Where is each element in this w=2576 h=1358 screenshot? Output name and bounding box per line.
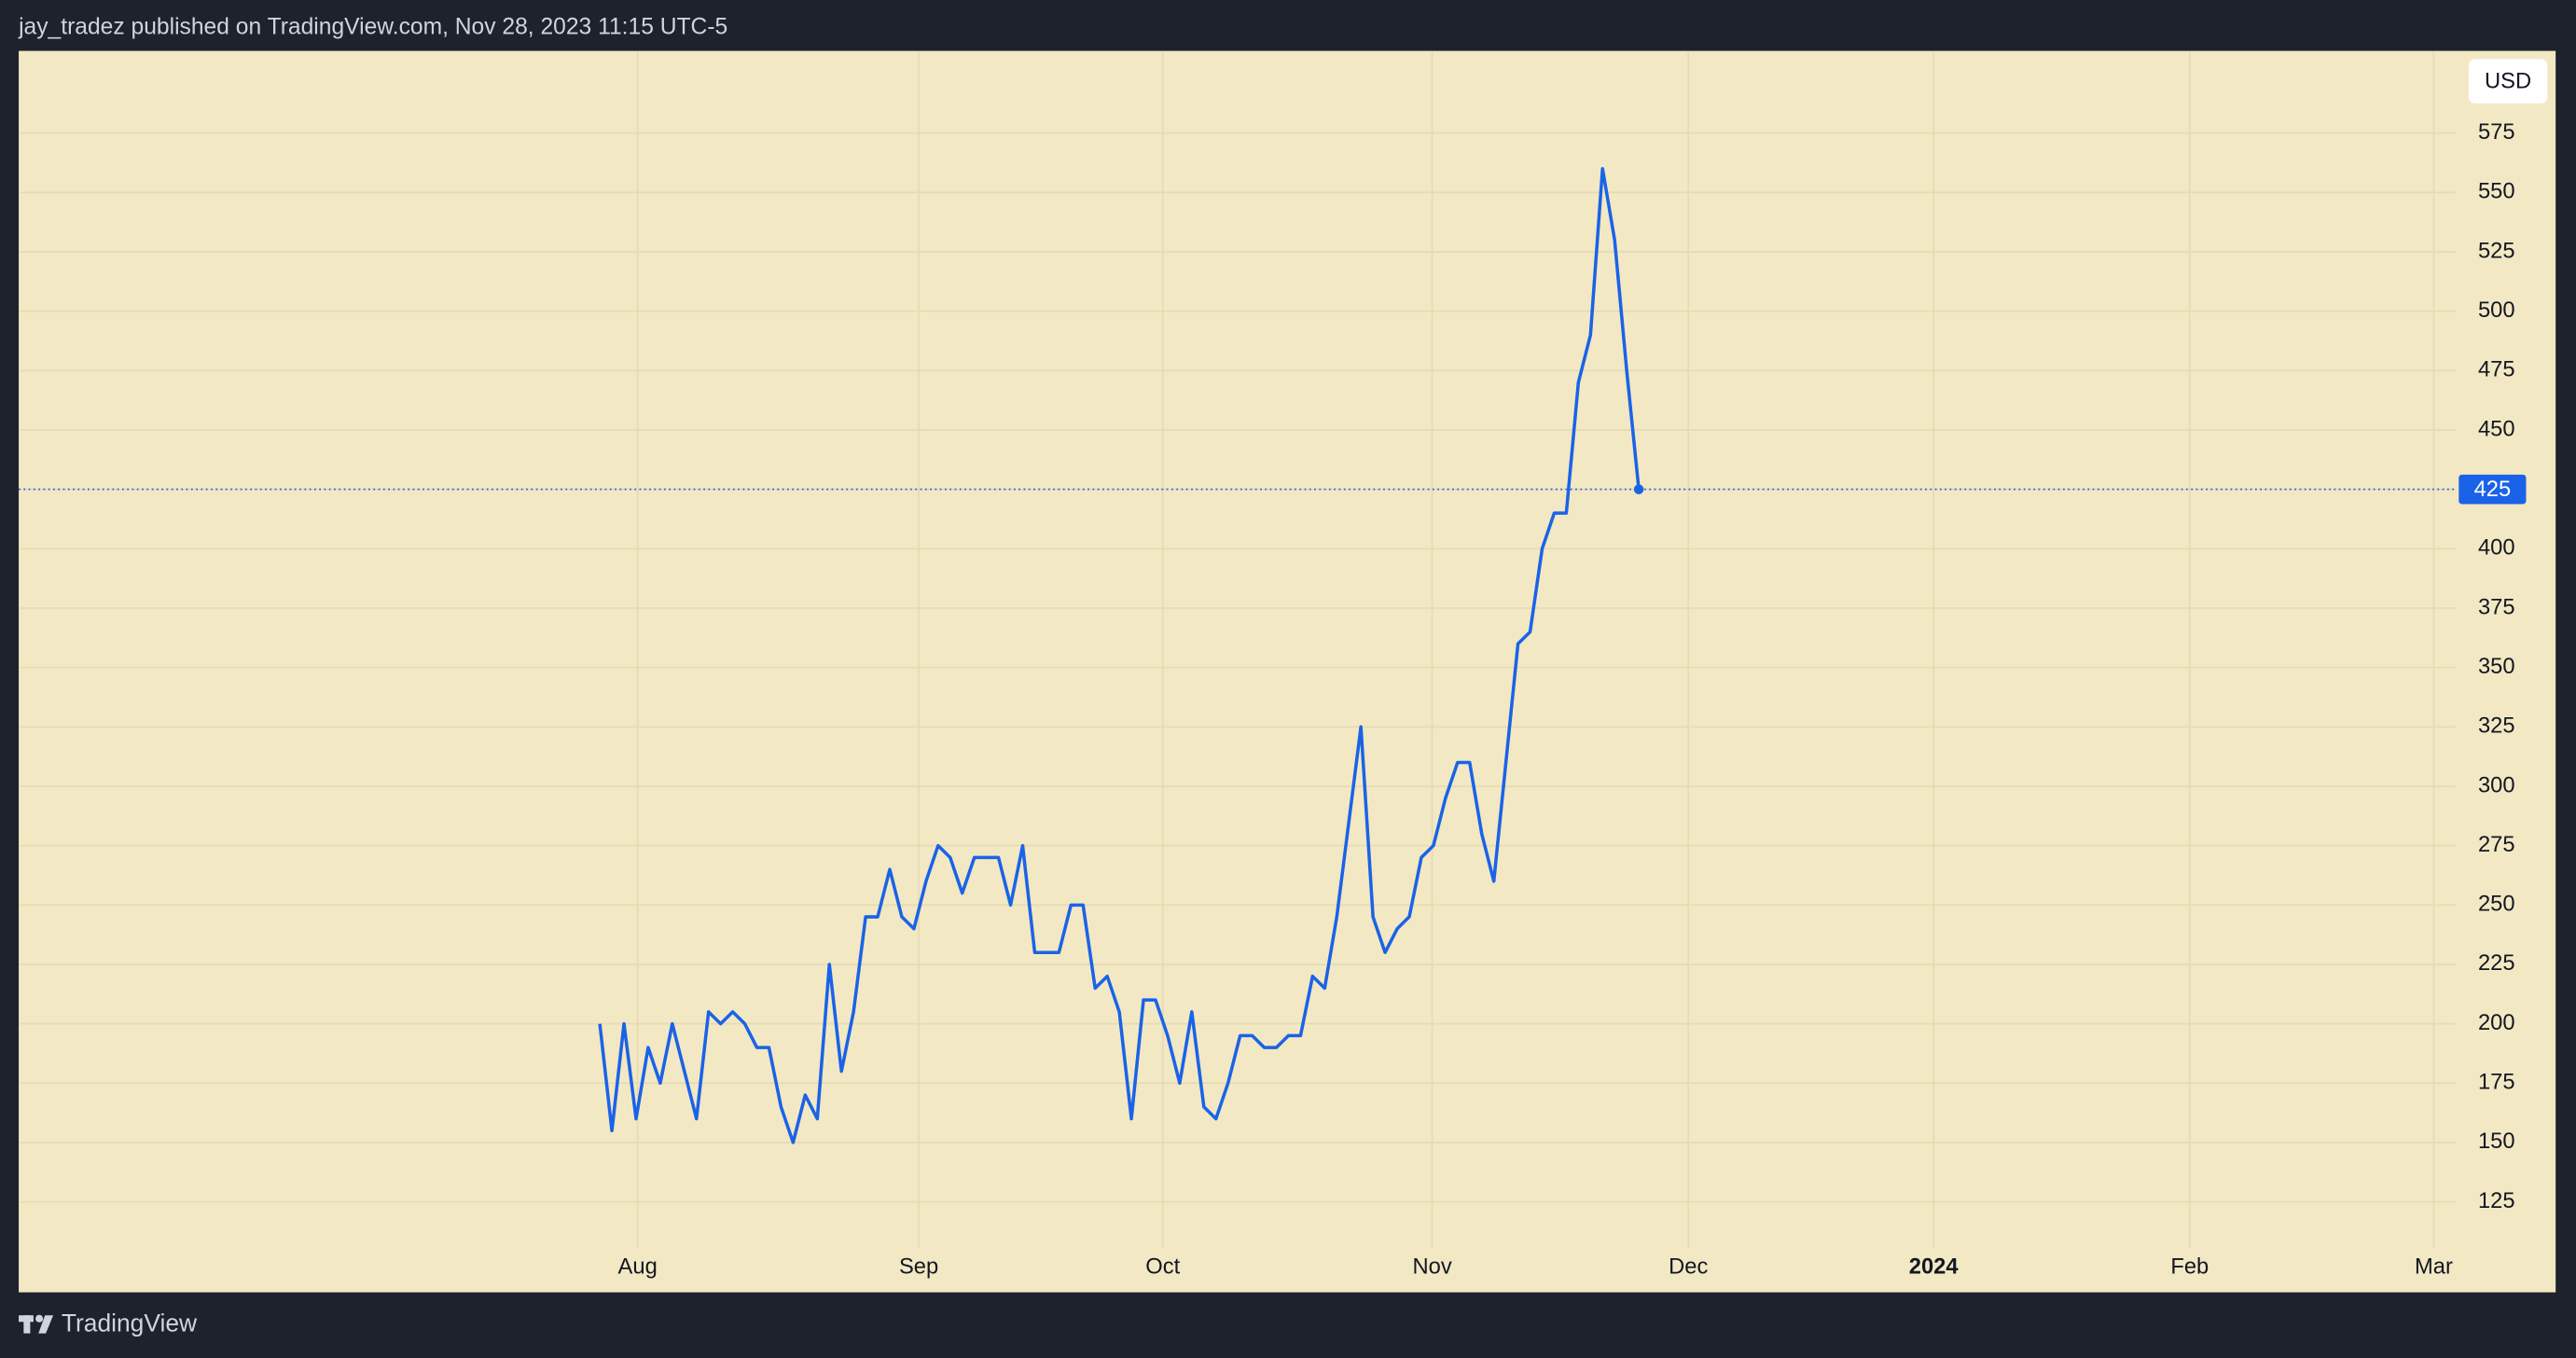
- y-tick-label: 550: [2478, 179, 2515, 204]
- y-tick-label: 150: [2478, 1129, 2515, 1154]
- y-tick-label: 400: [2478, 535, 2515, 561]
- chart: 125 150 175 200 225 250 275 300 325 350 375 400 425 4…: [19, 50, 2548, 1279]
- y-tick-label: 475: [2478, 357, 2515, 382]
- currency-label: USD: [2485, 68, 2531, 93]
- brand-logo: [19, 1314, 54, 1334]
- y-tick-label: 525: [2478, 238, 2515, 263]
- y-tick-label: 275: [2478, 832, 2515, 857]
- x-tick-label: Oct: [1145, 1254, 1180, 1279]
- x-tick-label: Nov: [1412, 1254, 1451, 1279]
- y-tick-label: 225: [2478, 950, 2515, 976]
- brand-name: TradingView: [62, 1310, 198, 1337]
- y-tick-label: 575: [2478, 119, 2515, 145]
- chart-background: [19, 50, 2556, 1293]
- price-line: [598, 167, 1641, 1144]
- y-tick-label: 125: [2478, 1188, 2515, 1213]
- x-tick-label: 2024: [1909, 1254, 1960, 1279]
- x-tick-label: Sep: [899, 1254, 938, 1279]
- y-tick-label: 325: [2478, 714, 2515, 739]
- y-tick-label: 375: [2478, 594, 2515, 619]
- x-tick-label: Aug: [618, 1254, 658, 1279]
- x-tick-label: Dec: [1669, 1254, 1708, 1279]
- publish-info: jay_tradez published on TradingView.com,…: [18, 14, 727, 39]
- y-tick-label: 450: [2478, 416, 2515, 441]
- y-tick-label: 500: [2478, 298, 2515, 323]
- y-tick-label: 250: [2478, 892, 2515, 917]
- y-tick-label: 300: [2478, 772, 2515, 797]
- last-point: [1633, 484, 1644, 494]
- last-price-badge: [2458, 474, 2527, 505]
- x-tick-label: Mar: [2415, 1254, 2453, 1279]
- last-price-label: 425: [2474, 477, 2512, 502]
- y-tick-label: 350: [2478, 654, 2515, 679]
- currency-box: [2468, 59, 2548, 104]
- y-tick-label: 200: [2478, 1010, 2515, 1035]
- x-tick-label: Feb: [2170, 1254, 2209, 1279]
- y-tick-label: 175: [2478, 1070, 2515, 1095]
